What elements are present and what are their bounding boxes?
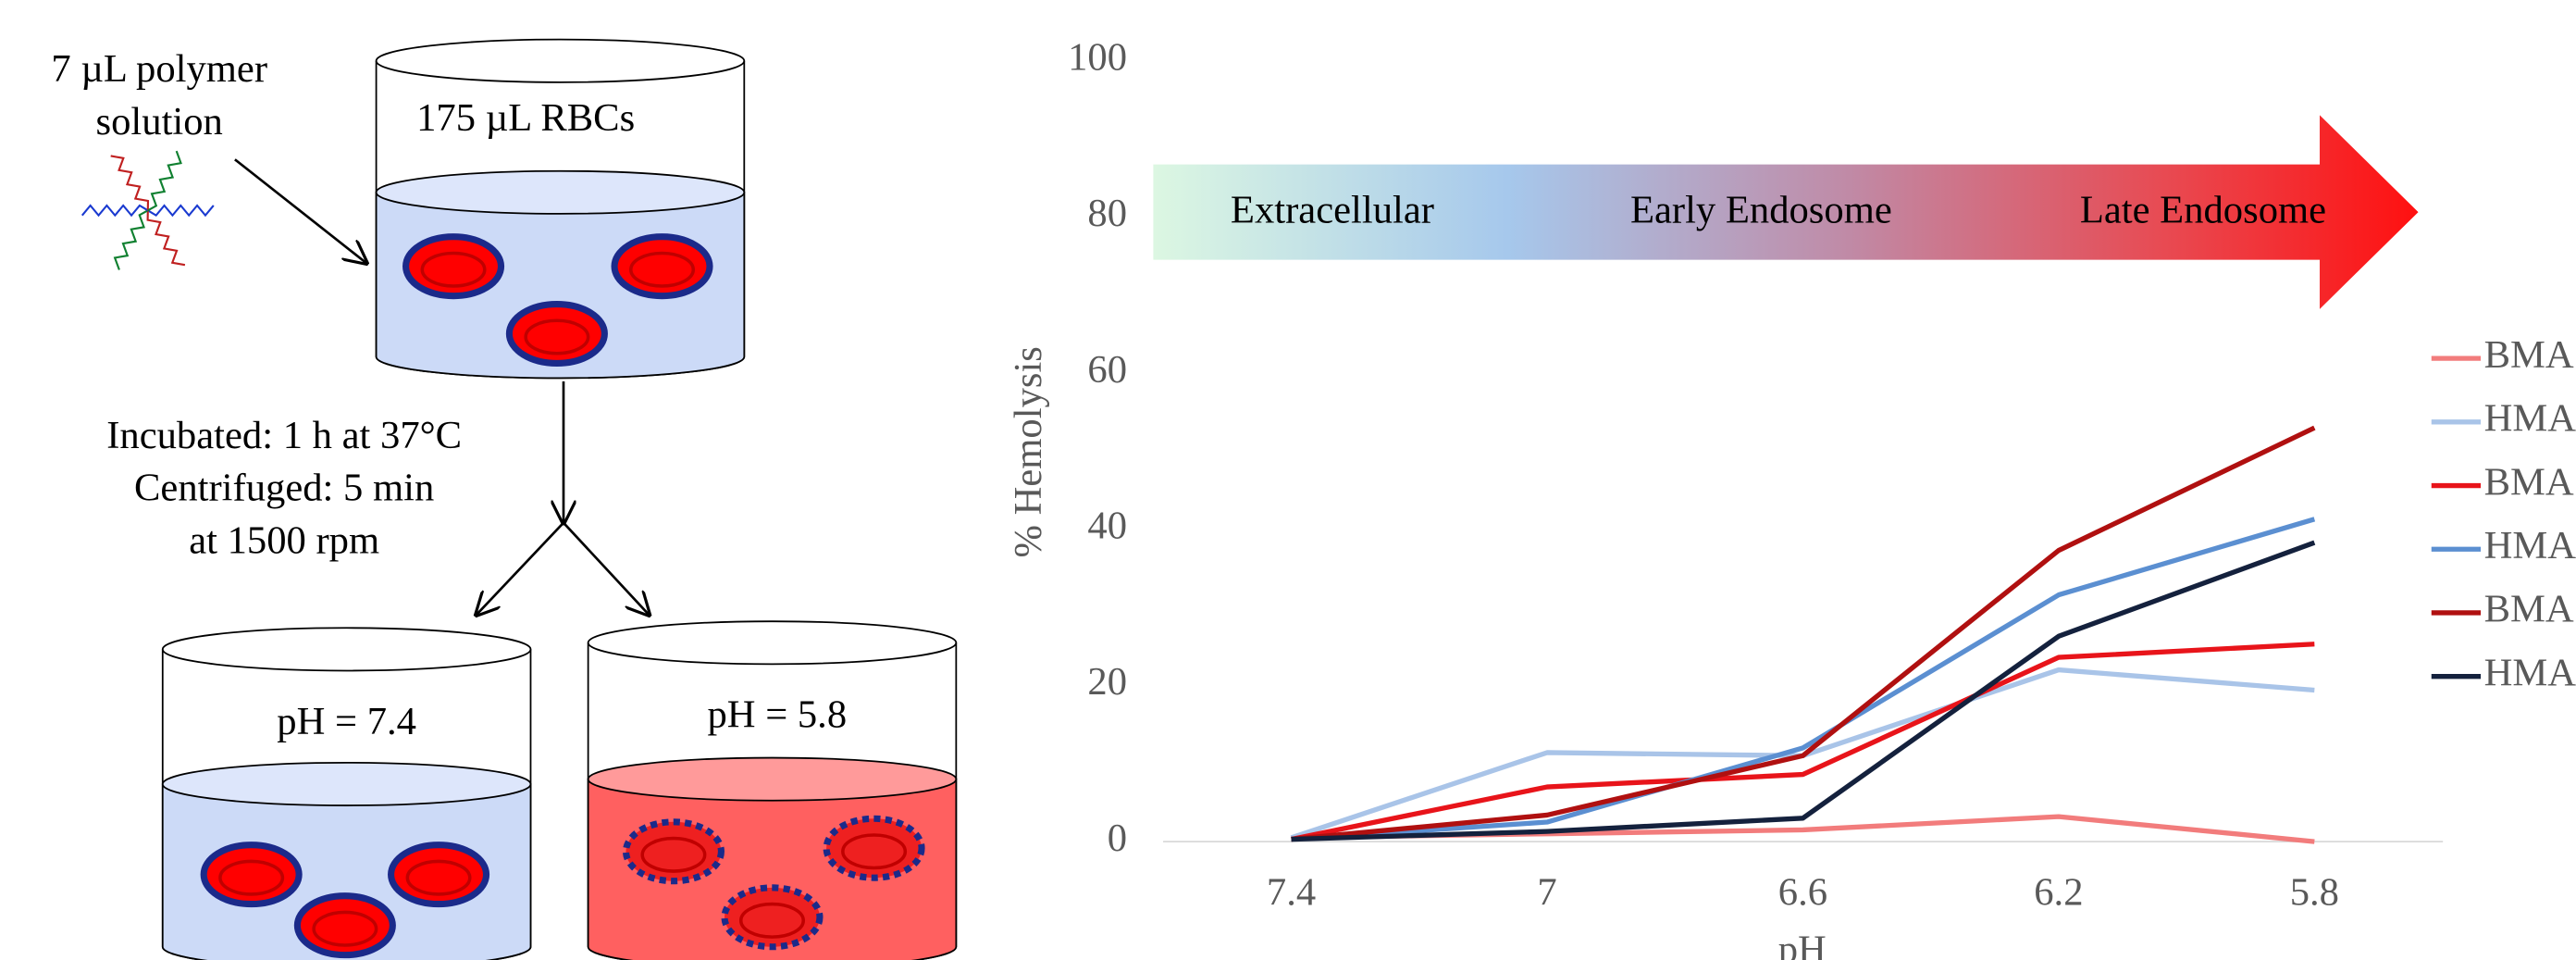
rbc-inner xyxy=(738,902,805,939)
rbc-inner xyxy=(218,859,285,896)
series-line xyxy=(1291,517,2316,842)
step-text: at 1500 rpm xyxy=(189,519,379,563)
rbc-inner xyxy=(420,251,487,288)
polymer-arm xyxy=(110,155,150,211)
tube-top xyxy=(375,38,746,83)
rbc-inner xyxy=(312,910,378,947)
rbc-inner xyxy=(841,833,908,870)
rbc-inner xyxy=(640,836,707,873)
arrow xyxy=(234,158,366,263)
polymer-label: 7 µL polymer xyxy=(51,47,267,91)
legend-label: BMA xyxy=(2484,333,2574,377)
liquid-top xyxy=(587,756,958,802)
liquid-top xyxy=(161,762,532,806)
step-text: Centrifuged: 5 min xyxy=(134,467,434,510)
polymer-arm xyxy=(113,209,149,270)
tube-label: pH = 7.4 xyxy=(277,700,416,743)
legend-label: HMA xyxy=(2484,524,2576,567)
y-tick-label: 60 xyxy=(1087,348,1127,392)
tube-label: pH = 5.8 xyxy=(707,693,847,737)
ph-arrow xyxy=(1153,115,2419,309)
polymer-arm xyxy=(147,204,215,218)
arrow xyxy=(563,521,649,615)
series-line xyxy=(1291,642,2315,842)
series-line xyxy=(1291,425,2316,842)
annotation: Late Endosome xyxy=(2080,189,2326,232)
liquid xyxy=(161,783,532,960)
rbc-inner xyxy=(405,859,472,896)
x-tick-label: 7.4 xyxy=(1267,870,1316,914)
annotation: Extracellular xyxy=(1231,189,1434,232)
x-tick-label: 6.6 xyxy=(1778,870,1827,914)
polymer-arm xyxy=(80,204,149,218)
diagram: 7 µL polymer solution Incubated: 1 h at … xyxy=(51,38,958,960)
x-axis-label: pH xyxy=(1778,929,1827,960)
rbc-inner xyxy=(524,318,590,355)
y-axis-label: % Hemolysis xyxy=(1007,346,1050,557)
polymer-label: solution xyxy=(96,100,223,143)
arrow xyxy=(477,521,564,615)
polymer-arm xyxy=(147,150,182,212)
y-tick-label: 40 xyxy=(1087,505,1127,548)
legend-label: BMA xyxy=(2484,588,2574,631)
y-tick-label: 20 xyxy=(1087,660,1127,704)
rbc-label: 175 µL RBCs xyxy=(416,96,635,140)
x-tick-label: 7 xyxy=(1537,870,1556,914)
rbc-inner xyxy=(629,251,696,288)
step-text: Incubated: 1 h at 37°C xyxy=(106,414,462,457)
tube-top xyxy=(587,620,958,666)
y-tick-label: 80 xyxy=(1087,192,1127,235)
liquid-top xyxy=(375,169,746,215)
y-tick-label: 0 xyxy=(1108,817,1127,860)
annotation: Early Endosome xyxy=(1630,189,1892,232)
x-tick-label: 6.2 xyxy=(2034,870,2083,914)
polymer-arm xyxy=(146,210,186,267)
x-tick-label: 5.8 xyxy=(2290,870,2339,914)
legend-label: HMA xyxy=(2484,397,2576,441)
series-line xyxy=(1291,540,2316,842)
legend-label: HMA xyxy=(2484,651,2576,694)
legend-label: BMA xyxy=(2484,460,2574,504)
tube-top xyxy=(161,627,532,672)
y-tick-label: 100 xyxy=(1068,36,1127,80)
